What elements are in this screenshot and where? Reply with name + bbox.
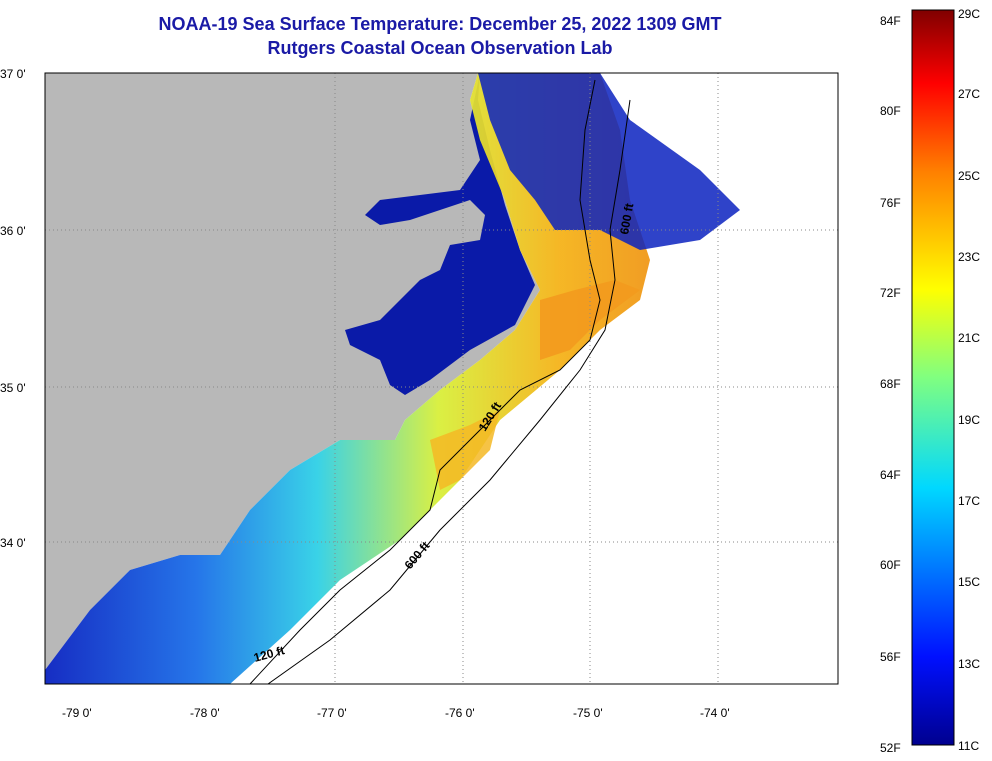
c-label: 27C: [958, 87, 980, 101]
map-subtitle: Rutgers Coastal Ocean Observation Lab: [267, 38, 613, 58]
lat-label: 37 0': [0, 67, 26, 81]
c-label: 19C: [958, 413, 980, 427]
f-label: 76F: [880, 196, 901, 210]
lat-label: 34 0': [0, 536, 26, 550]
f-label: 56F: [880, 650, 901, 664]
contour-120ft: [249, 79, 601, 684]
celsius-labels: 29C 27C 25C 23C 21C 19C 17C 15C 13C 11C: [958, 7, 980, 753]
lon-label: -78 0': [190, 706, 220, 720]
lon-label: -74 0': [700, 706, 730, 720]
f-label: 52F: [880, 741, 901, 755]
c-label: 11C: [958, 739, 979, 753]
plot-border: [44, 72, 839, 685]
c-label: 29C: [958, 7, 980, 21]
lon-label: -75 0': [573, 706, 603, 720]
sst-warm-core: [540, 280, 640, 360]
f-label: 72F: [880, 286, 901, 300]
contour-600ft: [267, 99, 631, 684]
f-label: 84F: [880, 14, 901, 28]
c-label: 17C: [958, 494, 980, 508]
c-label: 15C: [958, 575, 980, 589]
color-scale-bar: [911, 9, 955, 746]
f-label: 60F: [880, 558, 901, 572]
f-label: 80F: [880, 104, 901, 118]
c-label: 25C: [958, 169, 980, 183]
c-label: 23C: [958, 250, 980, 264]
fahrenheit-labels: 84F 80F 76F 72F 68F 64F 60F 56F 52F: [880, 14, 901, 755]
lat-label: 35 0': [0, 381, 26, 395]
sst-north-cold: [478, 73, 740, 250]
c-label: 21C: [958, 331, 980, 345]
graticule: [45, 73, 838, 684]
f-label: 64F: [880, 468, 901, 482]
contour-label: 600 ft: [617, 202, 636, 235]
f-label: 68F: [880, 377, 901, 391]
lat-label: 36 0': [0, 224, 26, 238]
c-label: 13C: [958, 657, 980, 671]
lon-label: -76 0': [445, 706, 475, 720]
land-mass: [45, 73, 540, 670]
lon-label: -79 0': [62, 706, 92, 720]
sst-warm-patch: [430, 410, 500, 490]
lon-label: -77 0': [317, 706, 347, 720]
map-title: NOAA-19 Sea Surface Temperature: Decembe…: [158, 14, 722, 34]
